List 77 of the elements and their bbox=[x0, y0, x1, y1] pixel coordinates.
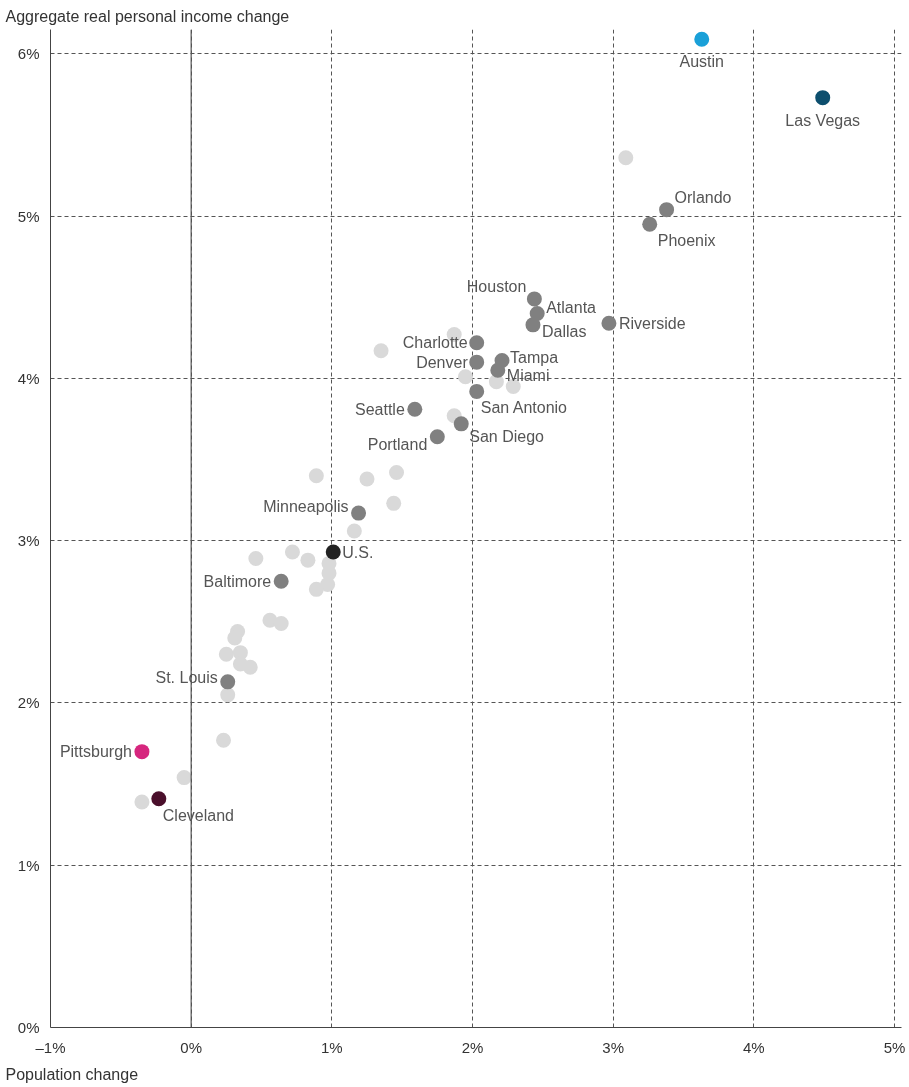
annotation: Seattle bbox=[355, 400, 405, 418]
x-tick-label: 1% bbox=[320, 1038, 343, 1056]
annotation: Phoenix bbox=[657, 232, 716, 250]
annotation: San Antonio bbox=[480, 399, 568, 417]
point bbox=[134, 744, 150, 760]
point bbox=[469, 354, 485, 370]
point bbox=[351, 505, 367, 521]
annotation: Pittsburgh bbox=[59, 743, 132, 761]
point bbox=[526, 291, 542, 307]
point bbox=[453, 416, 469, 432]
point bbox=[308, 468, 324, 484]
x-tick-label: 0% bbox=[180, 1038, 203, 1056]
annotation: Baltimore bbox=[203, 572, 272, 590]
point bbox=[601, 315, 617, 331]
point bbox=[308, 581, 324, 597]
y-tick-label: 4% bbox=[17, 369, 40, 387]
y-tick-label: 6% bbox=[17, 45, 40, 63]
annotation: Atlanta bbox=[546, 298, 597, 316]
x-tick-label: 3% bbox=[602, 1038, 624, 1056]
point bbox=[273, 573, 289, 589]
point bbox=[490, 362, 506, 378]
point bbox=[218, 646, 234, 662]
point bbox=[320, 577, 336, 592]
point bbox=[227, 630, 243, 646]
point bbox=[469, 383, 485, 399]
point bbox=[407, 401, 423, 417]
point bbox=[389, 465, 405, 480]
point bbox=[176, 770, 192, 786]
point bbox=[386, 495, 402, 511]
point bbox=[618, 150, 634, 166]
point bbox=[359, 471, 375, 487]
point bbox=[248, 551, 264, 567]
annotation: Minneapolis bbox=[263, 497, 349, 515]
annotation: Denver bbox=[416, 353, 469, 371]
point bbox=[242, 659, 258, 675]
point bbox=[659, 202, 675, 218]
x-tick-label: –1% bbox=[35, 1038, 66, 1056]
point bbox=[284, 544, 300, 560]
annotation: Dallas bbox=[541, 323, 587, 341]
annotation: Riverside bbox=[618, 314, 686, 332]
point bbox=[642, 216, 658, 232]
point bbox=[151, 791, 167, 807]
point bbox=[220, 674, 236, 690]
annotation: Tampa bbox=[510, 349, 559, 367]
point bbox=[346, 523, 362, 539]
point bbox=[694, 31, 710, 47]
annotation: Las Vegas bbox=[785, 111, 861, 129]
y-tick-label: 2% bbox=[17, 694, 40, 712]
x-tick-label: 4% bbox=[742, 1038, 765, 1056]
y-axis-title: Aggregate real personal income change bbox=[5, 7, 290, 25]
point bbox=[325, 544, 341, 560]
annotation: Austin bbox=[679, 53, 724, 71]
point bbox=[220, 687, 236, 703]
point bbox=[815, 90, 831, 106]
annotation: Orlando bbox=[674, 188, 732, 206]
point bbox=[134, 794, 150, 810]
y-tick-label: 0% bbox=[17, 1019, 40, 1036]
point bbox=[300, 552, 316, 568]
point bbox=[273, 615, 289, 631]
annotation: Miami bbox=[506, 366, 550, 384]
y-tick-label: 1% bbox=[17, 856, 40, 874]
annotation: Portland bbox=[367, 436, 428, 454]
point bbox=[457, 369, 473, 385]
point bbox=[469, 335, 485, 351]
annotation: San Diego bbox=[469, 427, 545, 445]
y-tick-label: 3% bbox=[17, 532, 40, 550]
y-tick-label: 5% bbox=[17, 207, 40, 225]
x-tick-label: 2% bbox=[461, 1038, 484, 1056]
x-axis-title: Population change bbox=[5, 1065, 139, 1083]
point bbox=[373, 343, 389, 359]
annotation: Houston bbox=[466, 277, 527, 295]
point bbox=[216, 732, 232, 748]
annotation: U.S. bbox=[342, 543, 374, 561]
point bbox=[525, 317, 541, 333]
point bbox=[429, 429, 445, 445]
x-tick-label: 5% bbox=[883, 1038, 906, 1056]
annotation: Charlotte bbox=[402, 334, 468, 352]
